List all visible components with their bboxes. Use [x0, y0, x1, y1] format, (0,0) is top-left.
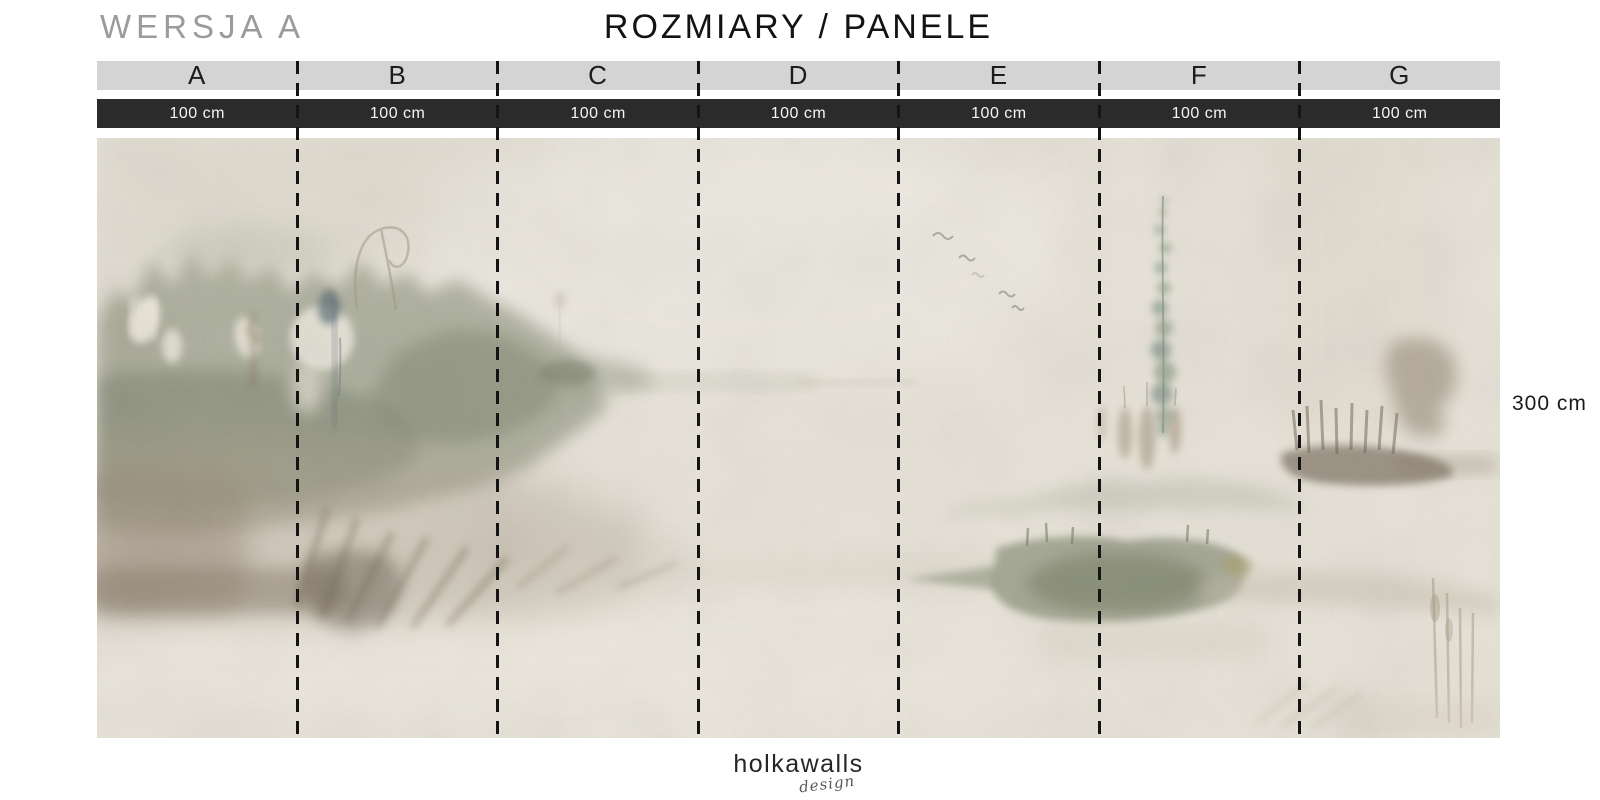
panel-letter-e: E — [989, 60, 1009, 90]
panel-letter-d: D — [788, 60, 809, 90]
panel-letters-bar: A B C D E F G — [97, 60, 1500, 90]
panel-width-b: 100 cm — [369, 104, 426, 122]
panel-divider-line — [496, 61, 499, 738]
panel-divider-line — [1098, 61, 1101, 738]
panel-width-c: 100 cm — [570, 104, 626, 122]
height-dimension-label: 300 cm — [1512, 392, 1587, 415]
brand-sub-script: design — [798, 771, 857, 797]
panel-width-f: 100 cm — [1171, 104, 1228, 122]
panel-widths-bar: 100 cm 100 cm 100 cm 100 cm 100 cm 100 c… — [97, 99, 1500, 128]
panel-divider-line — [296, 61, 299, 738]
panel-width-g: 100 cm — [1372, 104, 1428, 122]
watercolor-landscape-artwork — [97, 138, 1500, 738]
panel-letter-c: C — [588, 60, 608, 90]
page-title: ROZMIARY / PANELE — [603, 8, 994, 46]
version-label: WERSJA A — [100, 8, 306, 45]
brand-name: holkawalls — [733, 750, 864, 778]
panel-width-e: 100 cm — [971, 104, 1027, 122]
brand-logo: holkawalls design — [97, 750, 1500, 797]
panel-divider-line — [1298, 61, 1301, 738]
panel-width-d: 100 cm — [770, 104, 827, 122]
panel-letter-a: A — [188, 60, 207, 90]
wallpaper-mural-preview — [97, 138, 1500, 738]
panel-letter-b: B — [388, 60, 407, 90]
panel-letter-g: G — [1389, 60, 1411, 90]
panel-divider-line — [897, 61, 900, 738]
panel-letter-f: F — [1190, 60, 1208, 90]
panel-divider-line — [697, 61, 700, 738]
panel-width-a: 100 cm — [169, 104, 225, 122]
